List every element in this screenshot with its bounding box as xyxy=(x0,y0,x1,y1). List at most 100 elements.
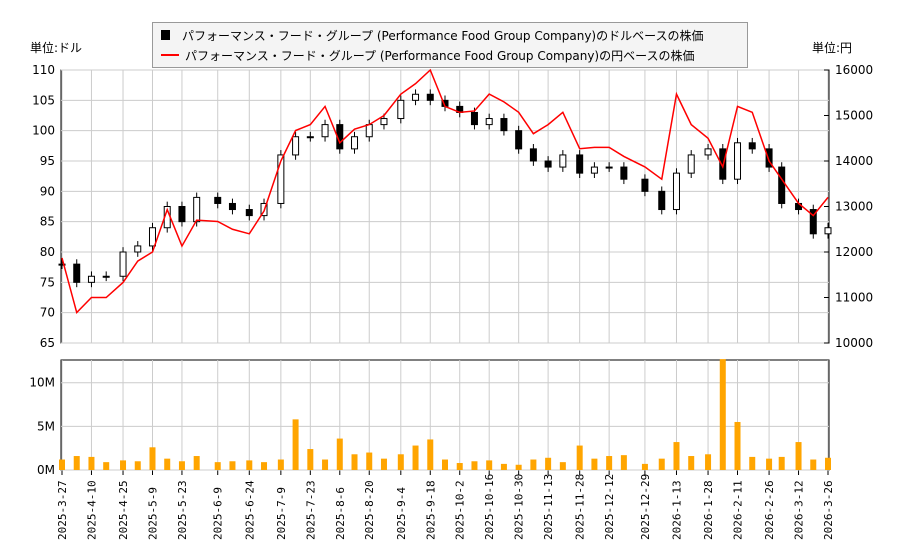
volume-bar xyxy=(261,462,268,470)
candle-body xyxy=(397,99,405,120)
x-tick-label: 2026-2-26 xyxy=(763,480,776,540)
volume-bar xyxy=(366,452,373,470)
right-tick-label: 15000 xyxy=(835,109,873,123)
candle-body xyxy=(58,263,66,266)
right-axis-unit: 単位:円 xyxy=(811,41,852,55)
candle-body xyxy=(193,196,201,223)
volume-bar xyxy=(734,421,741,470)
volume-bar xyxy=(397,454,404,470)
red-line-icon xyxy=(161,54,179,56)
candle-body xyxy=(134,245,142,253)
candle-body xyxy=(515,130,523,150)
x-tick-label: 2026-3-12 xyxy=(793,480,806,540)
volume-bar xyxy=(351,454,358,470)
candle-body xyxy=(228,202,236,211)
candle-body xyxy=(87,275,95,283)
volume-bar xyxy=(120,460,127,470)
x-tick-label: 2026-2-11 xyxy=(732,480,745,540)
volume-bar xyxy=(336,438,343,470)
volume-bar xyxy=(103,462,110,470)
x-tick-label: 2025-11-13 xyxy=(542,474,555,540)
volume-bar xyxy=(88,456,95,470)
volume-bar xyxy=(427,439,434,470)
left-tick-label: 105 xyxy=(32,93,55,107)
x-tick-label: 2025-7-23 xyxy=(304,480,317,540)
volume-bar xyxy=(164,458,171,470)
left-tick-label: 70 xyxy=(40,306,55,320)
candle-body xyxy=(412,93,420,101)
candle-body xyxy=(277,154,285,204)
right-tick-label: 12000 xyxy=(835,245,873,259)
x-tick-label: 2026-1-13 xyxy=(670,480,683,540)
volume-bar xyxy=(59,459,65,470)
volume-bar xyxy=(620,455,627,470)
x-tick-label: 2025-11-28 xyxy=(574,474,587,540)
volume-bar xyxy=(149,447,156,470)
x-tick-label: 2025-10-2 xyxy=(454,480,467,540)
volume-bar xyxy=(214,462,221,470)
candle-body xyxy=(704,148,712,156)
candle-body xyxy=(529,148,537,162)
volume-bar xyxy=(591,458,598,470)
candle-body xyxy=(365,124,373,138)
candle-body xyxy=(809,209,817,235)
candle-body xyxy=(351,136,359,150)
candle-body xyxy=(620,166,628,180)
candle-body xyxy=(765,148,773,168)
candle-body xyxy=(824,227,832,235)
candle-body xyxy=(590,166,598,174)
volume-bar xyxy=(178,461,185,470)
candle-body xyxy=(641,178,649,192)
volume-bar xyxy=(442,459,448,470)
volume-bar xyxy=(229,461,236,470)
right-tick-label: 14000 xyxy=(835,154,873,168)
right-tick-label: 11000 xyxy=(835,291,873,305)
volume-bar xyxy=(292,419,299,470)
volume-tick-label: 10M xyxy=(29,376,55,390)
candle-body xyxy=(148,227,156,247)
x-tick-label: 2025-6-24 xyxy=(243,480,256,540)
volume-bar xyxy=(471,461,478,470)
x-tick-label: 2025-12-12 xyxy=(603,474,616,540)
right-tick-label: 16000 xyxy=(835,63,873,77)
x-tick-label: 2025-10-16 xyxy=(483,474,496,540)
right-tick-label: 13000 xyxy=(835,200,873,214)
volume-bar xyxy=(559,462,566,470)
volume-bar xyxy=(134,461,141,470)
volume-bar xyxy=(246,460,253,470)
legend: パフォーマンス・フード・グループ (Performance Food Group… xyxy=(152,22,748,68)
legend-item-usd: パフォーマンス・フード・グループ (Performance Food Group… xyxy=(161,26,704,44)
volume-bar xyxy=(688,456,695,470)
volume-bar xyxy=(380,458,387,470)
candle-body xyxy=(214,196,222,204)
left-tick-label: 100 xyxy=(32,124,55,138)
candle-body xyxy=(292,136,300,156)
x-tick-label: 2025-5-9 xyxy=(146,487,159,540)
x-tick-label: 2025-5-23 xyxy=(176,480,189,540)
x-tick-label: 2025-8-6 xyxy=(334,487,347,540)
volume-bar xyxy=(766,458,773,470)
candle-body xyxy=(306,136,314,139)
legend-label-jpy: パフォーマンス・フード・グループ (Performance Food Group… xyxy=(185,48,695,63)
volume-bar xyxy=(277,459,284,470)
volume-bar xyxy=(193,456,200,470)
x-tick-label: 2025-4-25 xyxy=(117,480,130,540)
left-tick-label: 90 xyxy=(40,184,55,198)
volume-bar xyxy=(778,456,785,470)
candle-body xyxy=(778,166,786,204)
candle-body xyxy=(544,160,552,168)
candle-body xyxy=(605,166,613,169)
jpy-price-line xyxy=(61,68,829,314)
x-tick-label: 2025-4-10 xyxy=(85,480,98,540)
volume-bar xyxy=(705,454,712,470)
legend-item-jpy: パフォーマンス・フード・グループ (Performance Food Group… xyxy=(161,46,695,64)
candle-body xyxy=(426,93,434,101)
volume-bar xyxy=(412,445,419,470)
volume-bar xyxy=(307,449,314,470)
volume-bar xyxy=(641,463,648,470)
candle-body xyxy=(500,118,508,132)
left-tick-label: 110 xyxy=(32,63,55,77)
volume-bar xyxy=(673,442,680,470)
x-tick-label: 2025-10-30 xyxy=(513,474,526,540)
candle-body xyxy=(748,142,756,150)
